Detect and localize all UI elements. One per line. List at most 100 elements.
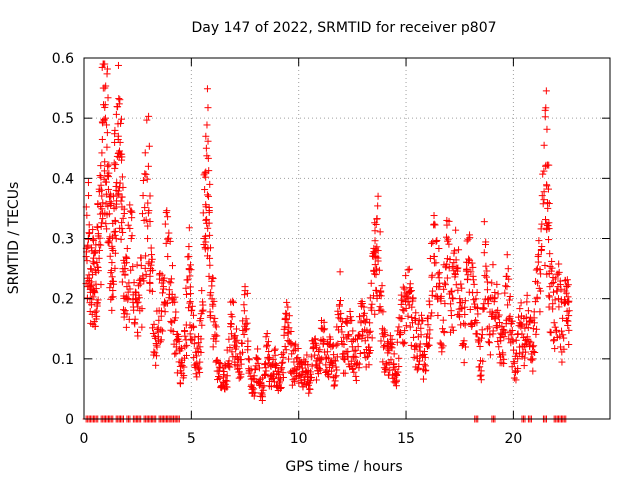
data-point (437, 297, 445, 305)
data-point (205, 192, 213, 200)
data-point (335, 314, 343, 322)
data-point (491, 314, 499, 322)
data-point (201, 169, 209, 177)
data-point (273, 362, 281, 370)
y-axis-label: SRMTID / TECUs (6, 182, 22, 295)
data-point (288, 350, 296, 358)
data-point (500, 333, 508, 341)
data-point (110, 192, 118, 200)
data-point (167, 279, 175, 287)
data-point (116, 179, 124, 187)
data-point (150, 320, 158, 328)
data-point (540, 188, 548, 196)
data-point (342, 318, 350, 326)
data-point (358, 300, 366, 308)
data-point (401, 339, 409, 347)
data-point (146, 278, 154, 286)
data-point (352, 372, 360, 380)
data-point (366, 319, 374, 327)
data-point (444, 235, 452, 243)
data-point (123, 245, 131, 253)
data-point (112, 235, 120, 243)
data-point (354, 343, 362, 351)
data-point (141, 264, 149, 272)
data-point (434, 312, 442, 320)
data-point (105, 210, 113, 218)
data-point (499, 351, 507, 359)
data-point (483, 286, 491, 294)
data-point (521, 324, 529, 332)
data-point (169, 328, 177, 336)
data-point (111, 126, 119, 134)
data-point (506, 312, 514, 320)
data-point (303, 351, 311, 359)
data-point (434, 270, 442, 278)
data-point (359, 331, 367, 339)
data-point (255, 364, 263, 372)
data-point (199, 298, 207, 306)
data-point (194, 365, 202, 373)
data-point (109, 293, 117, 301)
data-point (147, 244, 155, 252)
data-point (188, 302, 196, 310)
data-point (281, 343, 289, 351)
data-point (235, 374, 243, 382)
data-point (490, 298, 498, 306)
data-point (206, 254, 214, 262)
data-point (546, 293, 554, 301)
data-point (365, 349, 373, 357)
data-point (371, 261, 379, 269)
data-point (203, 85, 211, 93)
data-point (243, 289, 251, 297)
data-point (545, 303, 553, 311)
data-point (90, 237, 98, 245)
data-point (137, 254, 145, 262)
data-point (270, 378, 278, 386)
y-tick-label: 0.6 (52, 51, 74, 67)
data-point (157, 336, 165, 344)
data-point (100, 115, 108, 123)
data-point (377, 292, 385, 300)
data-point (151, 334, 159, 342)
data-point (545, 200, 553, 208)
data-point (547, 267, 555, 275)
data-point (240, 331, 248, 339)
data-point (420, 360, 428, 368)
data-point (94, 296, 102, 304)
data-point (331, 357, 339, 365)
data-point (138, 323, 146, 331)
data-point (486, 339, 494, 347)
data-point (245, 356, 253, 364)
data-point (112, 182, 120, 190)
data-point (350, 352, 358, 360)
data-point (87, 265, 95, 273)
data-point (111, 218, 119, 226)
data-point (504, 301, 512, 309)
data-point (481, 272, 489, 280)
data-point (311, 351, 319, 359)
data-point (211, 321, 219, 329)
data-point (432, 259, 440, 267)
data-point (216, 374, 224, 382)
data-point (157, 326, 165, 334)
data-point (335, 302, 343, 310)
data-point (530, 342, 538, 350)
data-point (421, 348, 429, 356)
data-point (276, 375, 284, 383)
data-point (417, 324, 425, 332)
data-point (204, 104, 212, 112)
data-point (501, 329, 509, 337)
data-point (399, 340, 407, 348)
data-point (424, 342, 432, 350)
data-point (522, 348, 530, 356)
data-point (263, 330, 271, 338)
data-point (240, 301, 248, 309)
data-point (124, 221, 132, 229)
data-point (538, 192, 546, 200)
data-point (446, 256, 454, 264)
data-point (114, 103, 122, 111)
data-point (551, 345, 559, 353)
data-point (185, 224, 193, 232)
data-point (150, 348, 158, 356)
data-point (448, 287, 456, 295)
